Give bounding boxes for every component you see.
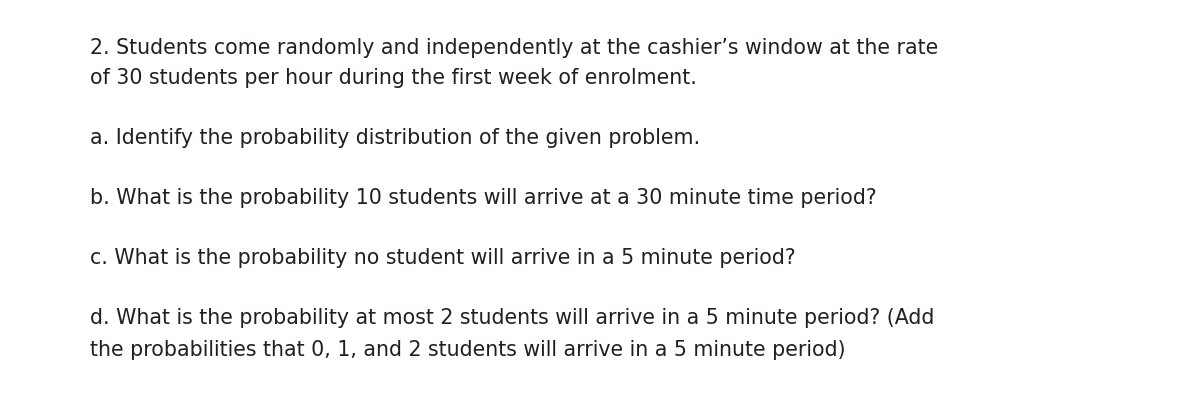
Text: d. What is the probability at most 2 students will arrive in a 5 minute period? : d. What is the probability at most 2 stu… bbox=[90, 308, 935, 328]
Text: a. Identify the probability distribution of the given problem.: a. Identify the probability distribution… bbox=[90, 128, 700, 148]
Text: 2. Students come randomly and independently at the cashier’s window at the rate: 2. Students come randomly and independen… bbox=[90, 38, 938, 58]
Text: of 30 students per hour during the first week of enrolment.: of 30 students per hour during the first… bbox=[90, 68, 697, 88]
Text: the probabilities that 0, 1, and 2 students will arrive in a 5 minute period): the probabilities that 0, 1, and 2 stude… bbox=[90, 340, 846, 360]
Text: b. What is the probability 10 students will arrive at a 30 minute time period?: b. What is the probability 10 students w… bbox=[90, 188, 877, 208]
Text: c. What is the probability no student will arrive in a 5 minute period?: c. What is the probability no student wi… bbox=[90, 248, 796, 268]
